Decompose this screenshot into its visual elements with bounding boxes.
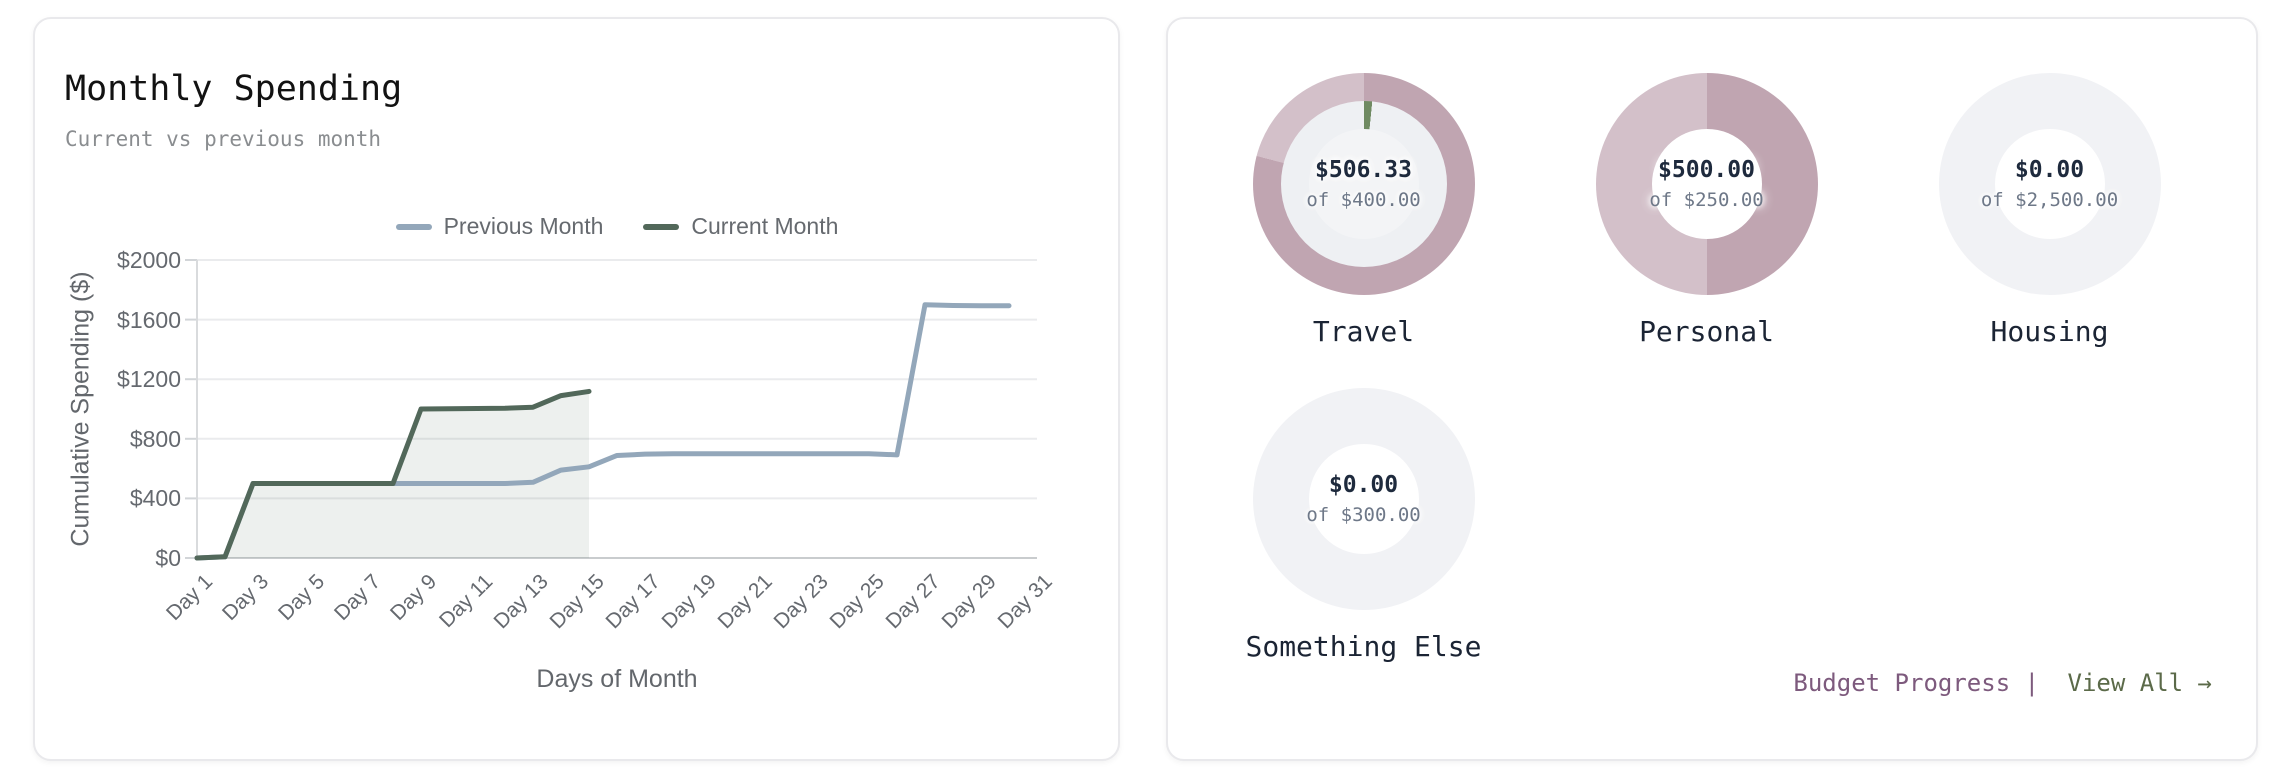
budget-cell-housing: $0.00 of $2,500.00 Housing [1878,73,2221,348]
budget-amount: of $400.00 [1306,189,1421,211]
budget-category-label: Travel [1312,315,1415,348]
donut-center: $500.00 of $250.00 [1649,129,1764,239]
y-axis-tick-label: $800 [129,425,181,452]
budget-category-label: Personal [1639,315,1774,348]
y-axis-title: Cumulative Spending ($) [66,271,95,547]
donut-center: $0.00 of $2,500.00 [1981,129,2118,239]
view-all-link[interactable]: View All → [2067,669,2213,697]
budget-donut-grid: $506.33 of $400.00 Travel $500.00 of $250.00… [1192,73,2236,663]
chart-legend: Previous Month Current Month [197,213,1037,240]
budget-amount: of $300.00 [1306,504,1421,526]
spent-amount: $500.00 [1658,157,1755,183]
budget-cell-something-else: $0.00 of $300.00 Something Else [1192,388,1535,663]
legend-label: Previous Month [443,213,604,239]
legend-label: Current Month [691,213,839,239]
budget-category-label: Housing [1990,315,2109,348]
budget-amount: of $250.00 [1649,189,1764,211]
budget-cell-travel: $506.33 of $400.00 Travel [1192,73,1535,348]
card-title: Monthly Spending [65,69,403,109]
budget-donut-travel[interactable]: $506.33 of $400.00 [1252,73,1475,295]
monthly-spending-card: Monthly Spending Current vs previous mon… [33,17,1120,761]
budget-donut-housing[interactable]: $0.00 of $2,500.00 [1938,73,2161,295]
budget-cell-personal: $500.00 of $250.00 Personal [1535,73,1878,348]
y-axis-tick-label: $400 [129,485,181,512]
budget-progress-label: Budget Progress | [1793,669,2040,697]
spent-amount: $0.00 [2014,157,2085,183]
y-axis-tick-label: $1600 [117,306,181,333]
spending-line-chart[interactable] [35,19,1122,763]
legend-item-current-month[interactable]: Current Month [643,213,838,240]
legend-swatch-previous-month [395,223,432,230]
budget-category-label: Something Else [1245,630,1482,663]
legend-item-previous-month[interactable]: Previous Month [395,213,604,240]
donut-center: $506.33 of $400.00 [1306,129,1421,239]
donut-center: $0.00 of $300.00 [1306,444,1421,554]
budget-footer-link[interactable]: Budget Progress | View All → [1793,669,2212,697]
x-axis-title: Days of Month [536,665,698,693]
y-axis-tick-label: $0 [155,545,181,571]
budget-donut-personal[interactable]: $500.00 of $250.00 [1595,73,1818,295]
card-subtitle: Current vs previous month [65,127,382,151]
y-axis-tick-label: $1200 [117,366,181,393]
budget-progress-card: $506.33 of $400.00 Travel $500.00 of $250.00… [1166,17,2258,761]
y-axis-tick-label: $2000 [117,247,181,273]
spent-amount: $0.00 [1328,472,1399,498]
budget-amount: of $2,500.00 [1980,189,2119,211]
legend-swatch-current-month [643,223,680,230]
budget-donut-something-else[interactable]: $0.00 of $300.00 [1252,388,1475,610]
spent-amount: $506.33 [1315,157,1412,183]
